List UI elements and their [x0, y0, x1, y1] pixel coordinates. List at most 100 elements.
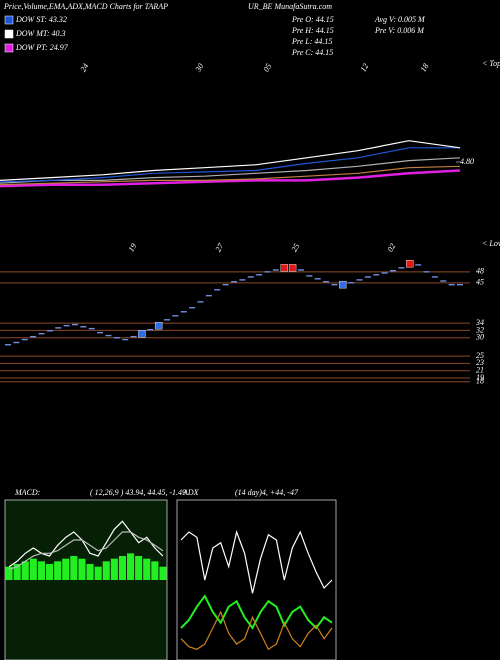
candle [356, 279, 363, 281]
x-tick-label: 30 [193, 62, 205, 74]
ema-line [0, 157, 461, 184]
x-tick-label: 18 [419, 62, 431, 73]
macd-line [8, 520, 164, 568]
histogram-bar [159, 566, 167, 580]
candle [247, 276, 254, 278]
candle [381, 272, 388, 274]
histogram-bar [151, 561, 159, 580]
histogram-bar [143, 558, 151, 580]
candle [373, 274, 380, 276]
candle [147, 329, 154, 331]
corner-label: < Topo [482, 59, 500, 68]
candle [63, 324, 70, 327]
legend-label: DOW PT: 24.97 [15, 43, 69, 52]
candle [122, 338, 129, 341]
histogram-bar [118, 556, 126, 580]
histogram-bar [37, 561, 45, 580]
y-tick-label: 30 [475, 333, 484, 342]
candle [154, 321, 163, 330]
candle [197, 301, 204, 303]
ema-line [0, 147, 460, 183]
candle [222, 283, 229, 286]
candle [189, 307, 196, 309]
panel-frame [176, 499, 337, 660]
x-tick-label: 02 [386, 242, 398, 253]
candle [55, 327, 62, 329]
candle [30, 335, 37, 338]
candle [231, 281, 237, 283]
candle [272, 269, 279, 271]
adx-line [180, 529, 333, 594]
candle [280, 264, 288, 272]
ema-line [0, 165, 461, 186]
histogram-bar [62, 558, 70, 580]
candle [264, 271, 271, 273]
panel-title: MACD: [14, 488, 41, 497]
panel-title: ADX [182, 488, 200, 497]
histogram-bar [86, 564, 94, 580]
legend-swatch [4, 15, 14, 25]
y-tick-label: 21 [476, 366, 484, 375]
histogram-bar [13, 564, 21, 580]
y-tick-label: 34 [475, 318, 484, 327]
candle [5, 344, 11, 346]
panel-subtitle: (14 day)4, +44, -47 [235, 488, 299, 497]
histogram-bar [29, 558, 37, 580]
macd-line [8, 531, 164, 570]
candle [239, 279, 246, 281]
panel-frame [4, 499, 168, 660]
y-tick-label: 48 [476, 267, 484, 276]
candle [97, 331, 104, 334]
legend-swatch [4, 43, 14, 53]
title-right: UR_BE MunafaSutra.com [248, 2, 332, 11]
y-tick-label: 45 [476, 278, 484, 287]
candle [46, 330, 53, 332]
candle [130, 335, 137, 338]
histogram-bar [102, 561, 110, 580]
candle [71, 323, 78, 326]
y-tick-label: 4.80 [460, 157, 474, 166]
y-tick-label: 32 [475, 325, 484, 334]
x-tick-label: 19 [127, 242, 139, 253]
candle [448, 283, 455, 286]
histogram-bar [70, 556, 78, 580]
histogram-bar [127, 553, 135, 580]
legend-swatch [4, 29, 14, 39]
candle [398, 267, 405, 269]
histogram-bar [54, 561, 62, 580]
candle [38, 333, 45, 335]
x-tick-label: 12 [359, 62, 371, 73]
title-left: Price,Volume,EMA,ADX,MACD Charts for TAR… [3, 2, 168, 11]
candle [88, 327, 95, 330]
candle [21, 338, 28, 341]
candle [138, 330, 146, 338]
histogram-bar [110, 558, 118, 580]
candle [339, 280, 347, 289]
ema-line [0, 169, 461, 188]
candle [423, 271, 430, 273]
candle [390, 270, 397, 272]
histogram-bar [5, 566, 13, 580]
candle [205, 294, 212, 297]
stat: Pre L: 44.15 [291, 37, 332, 46]
candle [80, 326, 87, 328]
y-tick-label: 25 [476, 351, 484, 360]
adx-line [180, 594, 333, 630]
x-tick-label: 05 [262, 62, 274, 73]
candle [457, 283, 463, 286]
candle [288, 264, 297, 272]
candle [172, 315, 179, 317]
candle [440, 280, 447, 282]
candle [164, 319, 171, 321]
candle [364, 276, 371, 278]
candle [105, 334, 112, 337]
candle [306, 275, 313, 277]
candle [180, 311, 187, 313]
corner-label: < Lows [482, 239, 500, 248]
legend-label: DOW ST: 43.32 [15, 15, 67, 24]
candle [415, 264, 422, 266]
stat: Avg V: 0.005 M [374, 15, 426, 24]
candle [323, 281, 330, 283]
candle [256, 274, 263, 276]
